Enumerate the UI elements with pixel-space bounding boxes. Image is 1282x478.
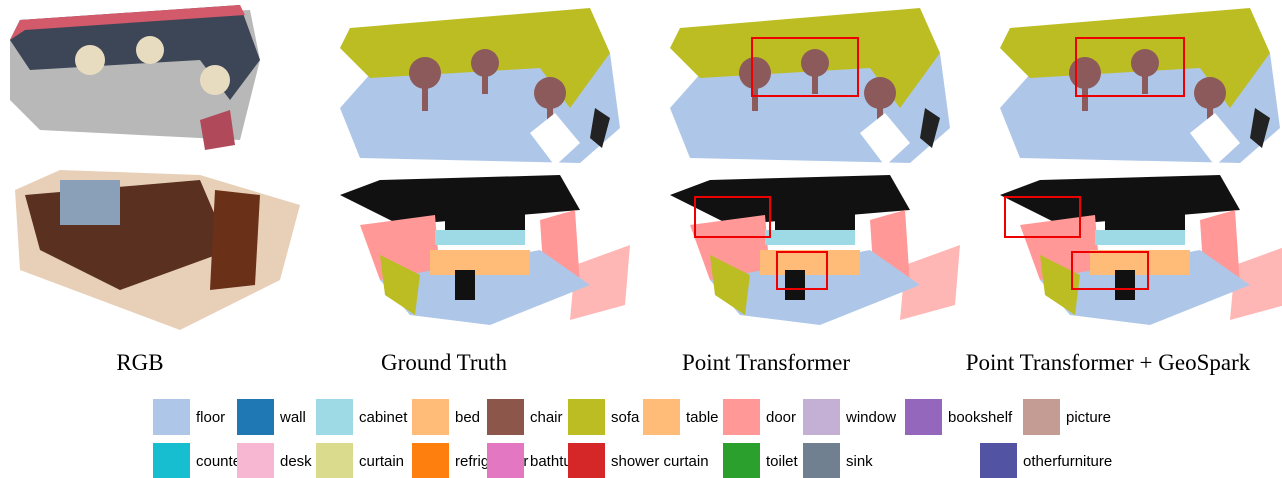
geospark-scene [1000,8,1280,166]
legend-label: sofa [611,408,640,426]
legend-item: chair [487,399,563,435]
legend-item: bed [412,399,480,435]
legend-item: floor [153,399,225,435]
legend-swatch [237,443,274,478]
rgb-panel [10,5,300,330]
legend-label: bed [455,408,481,426]
column-caption: Ground Truth [381,350,507,375]
legend-label: floor [196,408,226,426]
legend-label: window [846,408,897,426]
highlight-boxes [694,37,1185,290]
legend-swatch [237,399,274,435]
legend-label: curtain [359,452,405,470]
point-cloud-panels [10,5,1282,330]
legend-item: otherfurniture [980,443,1112,478]
legend-swatch [905,399,942,435]
legend-swatch [980,443,1017,478]
legend-item: bathtub [487,443,580,478]
legend-item: picture [1023,399,1111,435]
legend-swatch [723,443,760,478]
legend-item: wall [237,399,306,435]
legend-label: chair [530,408,563,426]
legend-label: table [686,408,719,426]
legend-item: table [643,399,719,435]
legend-swatch [803,443,840,478]
legend-label: counter [196,452,247,470]
column-caption: Point Transformer [681,350,851,375]
legend-label: cabinet [359,408,408,426]
legend-swatch [316,443,353,478]
legend-label: picture [1066,408,1112,426]
legend-item: bookshelf [905,399,1012,435]
legend-item: cabinet [316,399,407,435]
legend-item: counter [153,443,246,478]
legend-item: door [723,399,796,435]
legend-label: wall [280,408,306,426]
column-caption: RGB [116,350,164,375]
legend-swatch [568,399,605,435]
legend-item: sofa [568,399,639,435]
legend-swatch [487,399,524,435]
legend-swatch [412,399,449,435]
legend-item: toilet [723,443,798,478]
legend-label: toilet [766,452,798,470]
legend-label: door [766,408,797,426]
legend-label: bathtub [530,452,581,470]
legend-swatch [487,443,524,478]
ground-truth-scene [340,8,620,166]
legend-swatch [568,443,605,478]
legend-swatch [316,399,353,435]
ground-truth-scene [340,175,630,325]
legend-swatch [412,443,449,478]
legend-label: shower curtain [611,452,709,470]
legend-item: sink [803,443,873,478]
legend-swatch [1023,399,1060,435]
legend-item: shower curtain [568,443,709,478]
legend-item: window [803,399,896,435]
legend-label: desk [280,452,312,470]
legend-swatch [153,443,190,478]
legend-swatch [643,399,680,435]
column-caption: Point Transformer + GeoSpark [965,350,1251,375]
legend-item: curtain [316,443,404,478]
legend-label: otherfurniture [1023,452,1113,470]
legend-swatch [803,399,840,435]
legend-label: bookshelf [948,408,1013,426]
point-transformer-scene [670,8,950,166]
legend-label: sink [846,452,873,470]
legend-swatch [723,399,760,435]
legend-swatch [153,399,190,435]
legend-item: desk [237,443,312,478]
